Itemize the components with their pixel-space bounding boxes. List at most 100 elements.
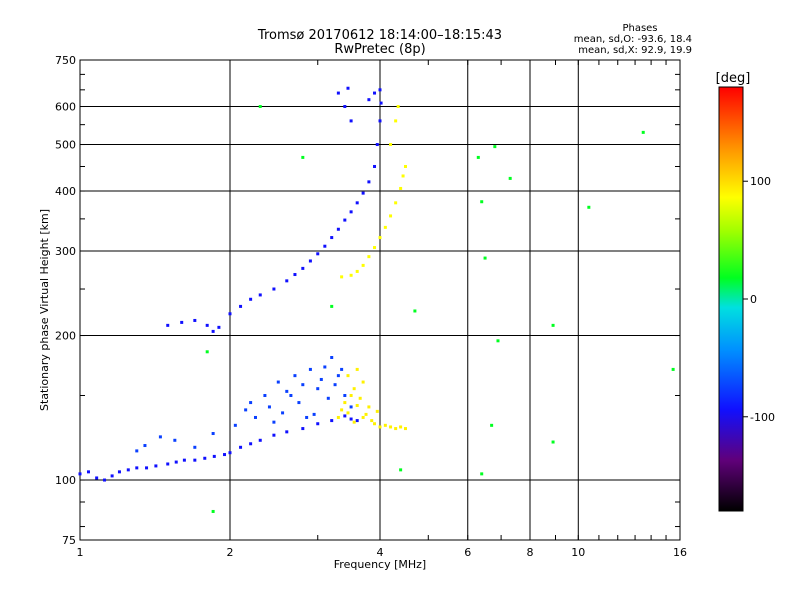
data-point [551, 323, 555, 327]
stats-line-x: mean, sd,X: 92.9, 19.9 [578, 45, 692, 56]
data-point [349, 405, 353, 409]
colorbar [718, 86, 744, 512]
data-point [135, 449, 139, 453]
data-point [211, 432, 215, 436]
data-point [378, 88, 382, 92]
data-point [272, 433, 276, 437]
data-point [249, 442, 253, 446]
x-tick-label: 4 [377, 546, 384, 559]
data-point [249, 297, 253, 301]
data-point [551, 440, 555, 444]
data-point [389, 214, 393, 218]
data-point [203, 456, 207, 460]
y-tick-label: 300 [55, 245, 76, 258]
colorbar-ticks: 100 0 -100 [743, 175, 775, 424]
data-point [336, 91, 340, 95]
x-axis-label: Frequency [MHz] [334, 558, 426, 571]
data-point [126, 468, 130, 472]
data-point [239, 304, 243, 308]
data-point [239, 445, 243, 449]
data-point [267, 405, 271, 409]
data-point [343, 218, 347, 222]
data-point [340, 408, 344, 412]
x-tick-label: 10 [571, 546, 585, 559]
data-point [378, 119, 382, 123]
data-point [103, 478, 107, 482]
data-point [205, 350, 209, 354]
data-point [166, 462, 170, 466]
data-point [308, 367, 312, 371]
colorbar-tick-label: -100 [750, 411, 775, 424]
data-point [326, 396, 330, 400]
data-point [166, 323, 170, 327]
data-point [349, 119, 353, 123]
data-point [336, 227, 340, 231]
data-point [86, 470, 90, 474]
data-point [233, 423, 237, 427]
y-axis: 75 100 200 300 400 500 600 750 [55, 54, 680, 547]
data-point [403, 164, 407, 168]
data-point [289, 394, 293, 398]
data-point [476, 155, 480, 159]
data-point [346, 86, 350, 90]
data-point [355, 201, 359, 205]
data-point [212, 454, 216, 458]
data-point [379, 101, 383, 105]
data-point [349, 417, 353, 421]
data-point [312, 412, 316, 416]
data-point [272, 287, 276, 291]
data-point [375, 409, 379, 413]
data-point [228, 451, 232, 455]
data-point [258, 293, 262, 297]
chart-subtitle: RwPretec (8p) [334, 42, 425, 57]
data-point [316, 387, 320, 391]
data-point [355, 403, 359, 407]
y-tick-label: 600 [55, 101, 76, 114]
colorbar-tick-label: 0 [750, 293, 757, 306]
data-point [305, 415, 309, 419]
data-point [496, 339, 500, 343]
data-point [301, 383, 305, 387]
data-point [174, 460, 178, 464]
data-point [394, 119, 398, 123]
data-point [355, 419, 359, 423]
data-point [330, 304, 334, 308]
data-point [413, 309, 417, 313]
data-point [378, 425, 382, 429]
data-point [244, 408, 248, 412]
data-point [193, 318, 197, 322]
data-point [117, 470, 121, 474]
data-point [301, 266, 305, 270]
data-point [373, 246, 377, 250]
x-tick-label: 16 [673, 546, 687, 559]
y-axis-label: Stationary phase Virtual Height [km] [38, 209, 51, 411]
data-point [480, 472, 484, 476]
data-point [285, 279, 289, 283]
data-point [483, 256, 487, 260]
data-point [346, 374, 350, 378]
data-point [301, 155, 305, 159]
data-point [336, 374, 340, 378]
data-point [253, 415, 257, 419]
data-point [308, 259, 312, 263]
data-point [352, 387, 356, 391]
data-point [490, 423, 494, 427]
data-point [399, 425, 403, 429]
data-point [403, 427, 407, 431]
data-point [343, 105, 347, 109]
data-point [323, 244, 327, 248]
data-point [205, 323, 209, 327]
data-point [293, 374, 297, 378]
chart-title: Tromsø 20170612 18:14:00–18:15:43 [257, 28, 502, 43]
data-point [367, 255, 371, 259]
data-point [333, 383, 337, 387]
data-point [263, 394, 267, 398]
data-point [340, 275, 344, 279]
scatter-points [78, 86, 675, 513]
data-point [367, 98, 371, 102]
data-point [193, 458, 197, 462]
data-point [355, 269, 359, 273]
data-point [258, 438, 262, 442]
data-point [378, 236, 382, 240]
